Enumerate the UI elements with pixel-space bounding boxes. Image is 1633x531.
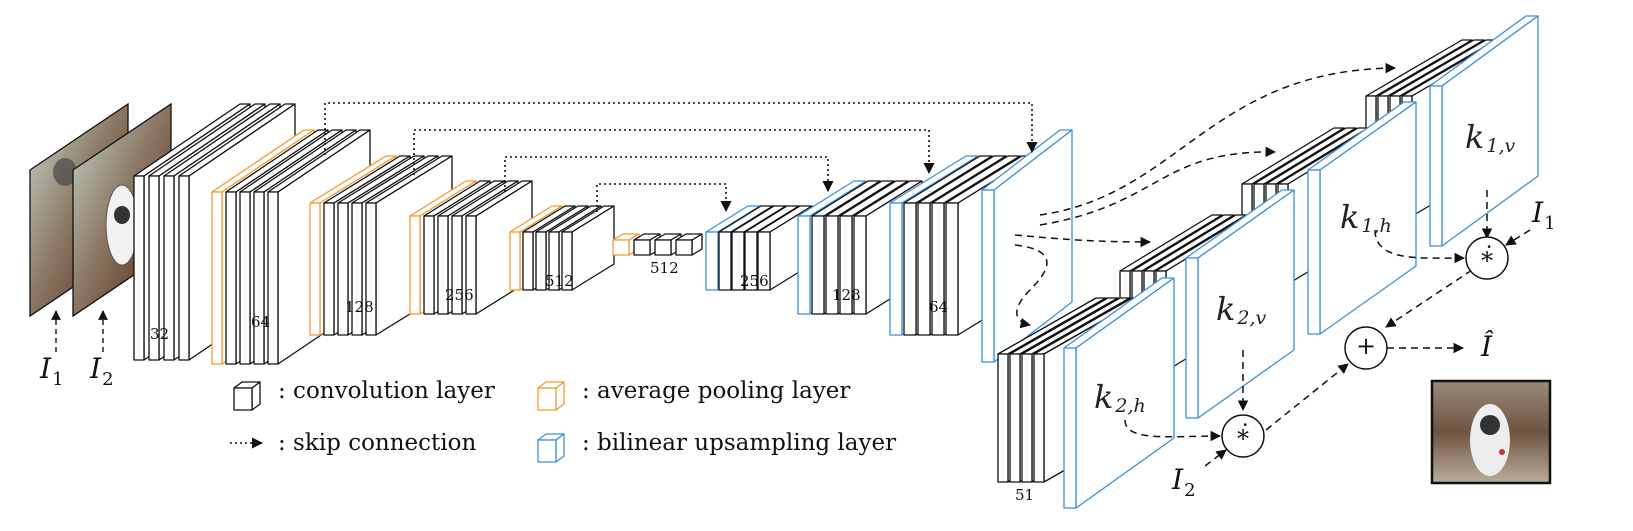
legend-glyphs: [233, 381, 565, 463]
layer-slabs: [133, 15, 1539, 509]
flow-i1-to-op: [1505, 229, 1531, 246]
flow-k2h-to-op: [1124, 419, 1222, 442]
branch-arrow-k2h: [1014, 244, 1048, 329]
sum-operator: [1344, 326, 1388, 370]
branch-arrow-k1h: [1039, 146, 1277, 226]
skip-connection-64: [324, 102, 1038, 155]
branch-arrow-k2v: [1014, 234, 1152, 248]
branch-arrow-k1v: [1039, 62, 1397, 216]
conv-operator-1: [1465, 236, 1509, 280]
branch-k1v-kernel-panel: [1429, 15, 1539, 247]
layer-slab-5-3: [675, 233, 703, 256]
flow-i2-to-op: [1204, 449, 1227, 467]
branch-k1h-kernel-panel: [1307, 101, 1417, 335]
legend-conv-glyph: [233, 381, 261, 411]
skip-connections: [324, 102, 1038, 213]
legend-upsample-glyph: [537, 433, 565, 463]
layer-slab-4-4: [561, 205, 615, 291]
branch-k2v-kernel-panel: [1185, 189, 1295, 419]
flow-op2-to-sum: [1265, 363, 1349, 431]
conv-operator-2: [1221, 414, 1265, 458]
skip-connection-128: [413, 129, 935, 175]
legend-pool-glyph: [537, 381, 565, 411]
layer-slab-5-1: [633, 233, 661, 256]
branch-arrows: [1014, 62, 1531, 467]
skip-connection-512: [596, 183, 732, 213]
flow-k1h-to-op: [1374, 229, 1466, 264]
branch-k2h-kernel-panel: [1063, 277, 1175, 509]
decoder-final-upsample-slab: [981, 129, 1073, 363]
output-image: [1430, 379, 1552, 485]
skip-connection-256: [504, 156, 834, 193]
flow-op1-to-sum: [1385, 269, 1473, 328]
